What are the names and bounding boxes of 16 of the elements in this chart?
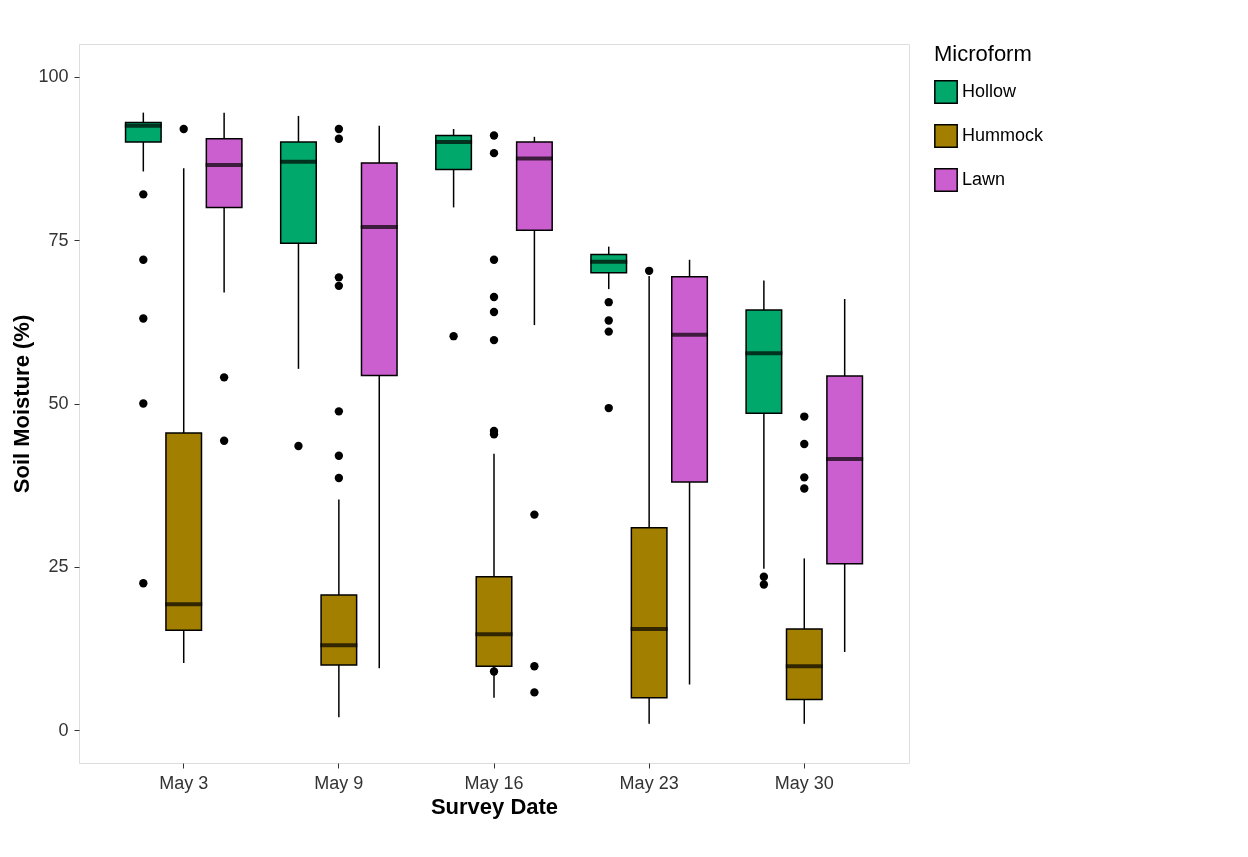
- y-tick-label: 100: [38, 66, 69, 87]
- legend-label: Hollow: [962, 81, 1018, 101]
- x-tick-label: May 23: [619, 772, 679, 793]
- x-tick-label: May 9: [314, 772, 364, 793]
- legend-title: Microform: [934, 41, 1032, 66]
- y-tick-label: 50: [48, 393, 69, 413]
- legend-label: Lawn: [962, 169, 1006, 189]
- y-axis-title: Soil Moisture (%): [9, 314, 35, 494]
- x-tick-label: May 16: [464, 772, 524, 793]
- y-tick-label: 25: [48, 556, 69, 577]
- x-tick-label: May 3: [159, 772, 209, 793]
- y-tick-label: 0: [58, 719, 69, 740]
- x-tick-label: May 30: [774, 772, 834, 793]
- x-axis-title: Survey Date: [430, 793, 559, 819]
- legend-label: Hummock: [962, 125, 1045, 145]
- y-tick-label: 75: [48, 229, 69, 250]
